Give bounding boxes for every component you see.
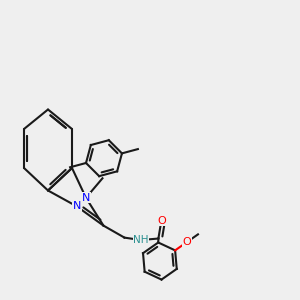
Text: O: O bbox=[182, 237, 191, 247]
Text: NH: NH bbox=[133, 235, 149, 245]
Text: N: N bbox=[73, 201, 81, 212]
Text: N: N bbox=[82, 193, 90, 203]
Text: O: O bbox=[157, 215, 166, 226]
